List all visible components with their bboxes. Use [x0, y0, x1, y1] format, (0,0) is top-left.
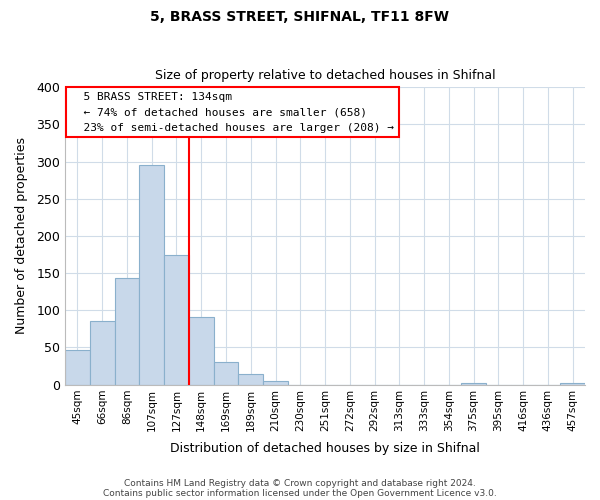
Bar	[189, 317, 214, 384]
Bar	[65, 350, 90, 384]
Bar	[263, 381, 288, 384]
Y-axis label: Number of detached properties: Number of detached properties	[15, 138, 28, 334]
Text: Contains public sector information licensed under the Open Government Licence v3: Contains public sector information licen…	[103, 488, 497, 498]
X-axis label: Distribution of detached houses by size in Shifnal: Distribution of detached houses by size …	[170, 442, 480, 455]
Bar	[560, 383, 585, 384]
Text: 5, BRASS STREET, SHIFNAL, TF11 8FW: 5, BRASS STREET, SHIFNAL, TF11 8FW	[151, 10, 449, 24]
Bar	[238, 374, 263, 384]
Bar	[139, 166, 164, 384]
Bar	[115, 278, 139, 384]
Bar	[461, 383, 486, 384]
Bar	[214, 362, 238, 384]
Text: 5 BRASS STREET: 134sqm
  ← 74% of detached houses are smaller (658)
  23% of sem: 5 BRASS STREET: 134sqm ← 74% of detached…	[70, 92, 394, 133]
Text: Contains HM Land Registry data © Crown copyright and database right 2024.: Contains HM Land Registry data © Crown c…	[124, 478, 476, 488]
Bar	[164, 254, 189, 384]
Title: Size of property relative to detached houses in Shifnal: Size of property relative to detached ho…	[155, 69, 496, 82]
Bar	[90, 320, 115, 384]
